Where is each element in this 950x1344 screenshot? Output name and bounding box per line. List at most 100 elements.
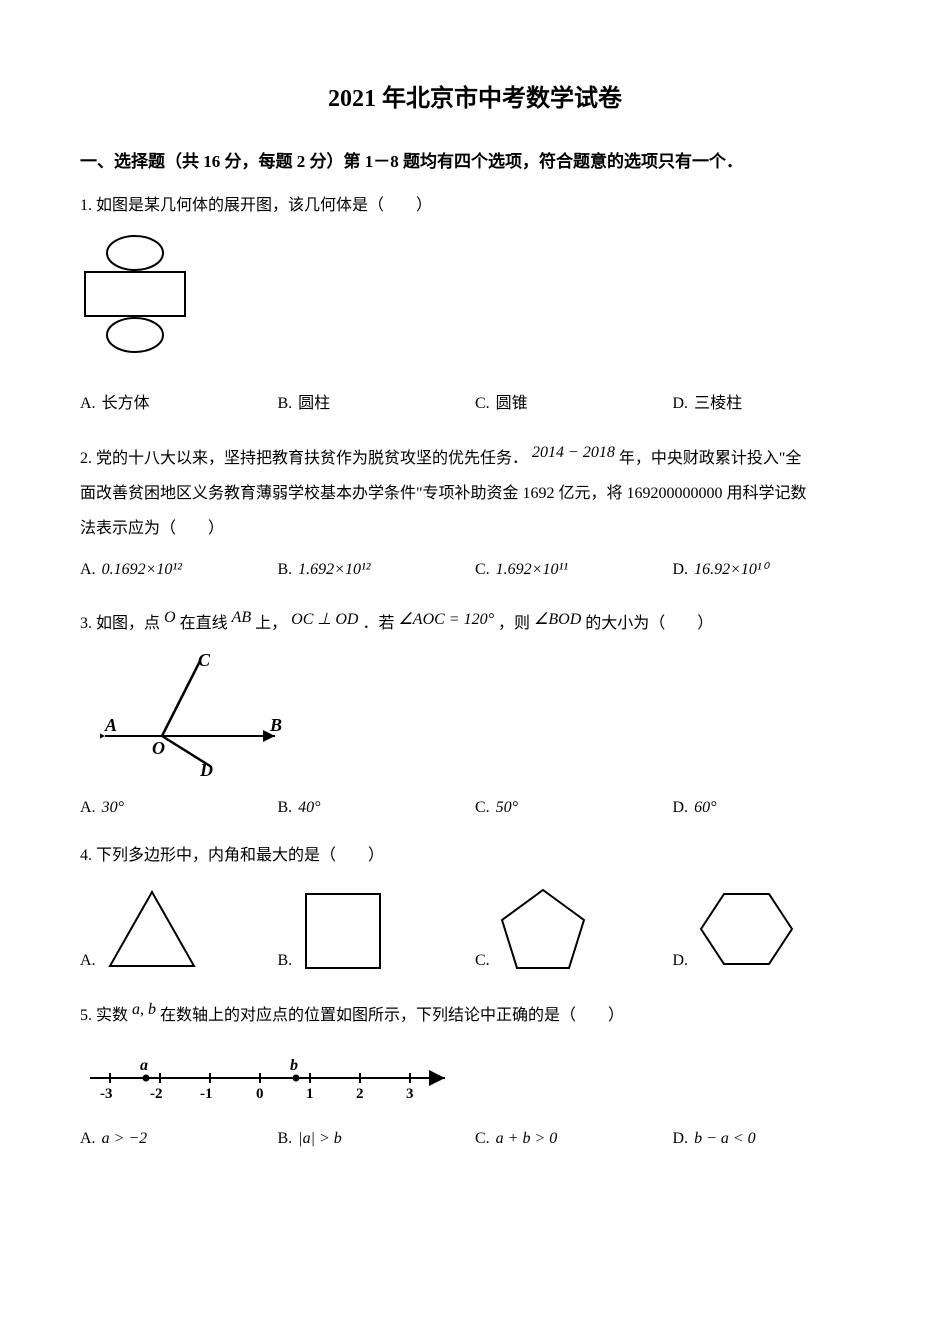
q2-p4: 法表示应为（ ） (80, 520, 224, 537)
svg-text:-1: -1 (200, 1086, 213, 1102)
q4-option-a: A. (80, 884, 278, 974)
q4-options: A. B. C. D. (80, 884, 870, 974)
q3-angle2: ∠BOD (534, 611, 581, 628)
q1-option-c: C. 圆锥 (475, 391, 673, 417)
q1-options: A. 长方体 B. 圆柱 C. 圆锥 D. 三棱柱 (80, 391, 870, 417)
q5-options: A. a > −2 B. |a| > b C. a + b > 0 D. b −… (80, 1126, 870, 1152)
q1-option-b: B. 圆柱 (278, 391, 476, 417)
option-text: 50° (496, 795, 518, 821)
section-header: 一、选择题（共 16 分，每题 2 分）第 1－8 题均有四个选项，符合题意的选… (80, 148, 870, 175)
option-text: 圆锥 (496, 391, 528, 417)
option-label: B. (278, 1126, 293, 1152)
q3-perp: OC ⊥ OD (291, 611, 358, 628)
option-label: A. (80, 1126, 96, 1152)
q5-p1: 5. 实数 (80, 1007, 128, 1024)
q3-p1: 3. 如图，点 (80, 615, 160, 632)
q2-p2: 年，中央财政累计投入"全 (619, 450, 802, 467)
option-label: A. (80, 391, 96, 417)
option-label: B. (278, 948, 293, 974)
q5-option-b: B. |a| > b (278, 1126, 476, 1152)
svg-text:2: 2 (356, 1086, 364, 1102)
option-text: a + b > 0 (496, 1126, 558, 1152)
q5-option-d: D. b − a < 0 (673, 1126, 871, 1152)
q3-option-c: C. 50° (475, 795, 673, 821)
option-label: A. (80, 795, 96, 821)
q3-p3: 上， (255, 615, 287, 632)
svg-text:0: 0 (256, 1086, 264, 1102)
square-icon (298, 884, 388, 974)
svg-text:a: a (140, 1057, 148, 1074)
q3-text: 3. 如图，点 O 在直线 AB 上， OC ⊥ OD ．若 ∠AOC = 12… (80, 600, 870, 641)
q1-option-d: D. 三棱柱 (673, 391, 871, 417)
hexagon-icon (694, 884, 799, 974)
question-2: 2. 党的十八大以来，坚持把教育扶贫作为脱贫攻坚的优先任务． 2014 − 20… (80, 435, 870, 582)
option-label: A. (80, 948, 96, 974)
q3-option-a: A. 30° (80, 795, 278, 821)
option-label: B. (278, 795, 293, 821)
q3-options: A. 30° B. 40° C. 50° D. 60° (80, 795, 870, 821)
question-1: 1. 如图是某几何体的展开图，该几何体是（ ） A. 长方体 B. 圆柱 C. … (80, 188, 870, 417)
option-label: C. (475, 557, 490, 583)
svg-text:-2: -2 (150, 1086, 163, 1102)
pentagon-icon (496, 884, 591, 974)
option-label: D. (673, 1126, 689, 1152)
q4-option-b: B. (278, 884, 476, 974)
option-label: D. (673, 795, 689, 821)
option-label: C. (475, 948, 490, 974)
q2-years: 2014 − 2018 (532, 444, 615, 461)
q2-option-a: A. 0.1692×10¹² (80, 557, 278, 583)
svg-text:B: B (269, 715, 282, 735)
q5-figure: a b -3 -2 -1 0 1 2 3 (80, 1048, 870, 1112)
option-label: A. (80, 557, 96, 583)
option-text: 16.92×10¹⁰ (694, 557, 768, 583)
svg-text:A: A (104, 715, 117, 735)
svg-text:3: 3 (406, 1086, 414, 1102)
q3-AB: AB (232, 609, 252, 626)
q2-p3: 面改善贫困地区义务教育薄弱学校基本办学条件"专项补助资金 1692 亿元，将 1… (80, 485, 807, 502)
svg-text:C: C (198, 651, 211, 670)
q2-option-b: B. 1.692×10¹² (278, 557, 476, 583)
q4-option-c: C. (475, 884, 673, 974)
option-text: 三棱柱 (694, 391, 742, 417)
q2-text: 2. 党的十八大以来，坚持把教育扶贫作为脱贫攻坚的优先任务． 2014 − 20… (80, 435, 870, 547)
option-text: |a| > b (298, 1126, 342, 1152)
option-text: a > −2 (102, 1126, 148, 1152)
q5-p2: 在数轴上的对应点的位置如图所示，下列结论中正确的是（ ） (160, 1007, 624, 1024)
q4-text: 4. 下列多边形中，内角和最大的是（ ） (80, 838, 870, 873)
question-5: 5. 实数 a, b 在数轴上的对应点的位置如图所示，下列结论中正确的是（ ） … (80, 992, 870, 1152)
q3-p4: ．若 (362, 615, 394, 632)
option-text: b − a < 0 (694, 1126, 756, 1152)
q5-ab: a, b (132, 1001, 156, 1018)
net-cylinder-icon (80, 233, 200, 363)
q1-figure (80, 233, 870, 372)
q5-option-c: C. a + b > 0 (475, 1126, 673, 1152)
option-text: 1.692×10¹¹ (496, 557, 568, 583)
q3-p6: 的大小为（ ） (585, 615, 713, 632)
option-label: D. (673, 391, 689, 417)
q3-option-b: B. 40° (278, 795, 476, 821)
q1-text: 1. 如图是某几何体的展开图，该几何体是（ ） (80, 188, 870, 223)
question-3: 3. 如图，点 O 在直线 AB 上， OC ⊥ OD ．若 ∠AOC = 12… (80, 600, 870, 820)
question-4: 4. 下列多边形中，内角和最大的是（ ） A. B. C. D. (80, 838, 870, 973)
option-text: 60° (694, 795, 716, 821)
option-label: B. (278, 557, 293, 583)
option-text: 圆柱 (298, 391, 330, 417)
option-label: C. (475, 391, 490, 417)
option-text: 30° (102, 795, 124, 821)
option-label: C. (475, 1126, 490, 1152)
angle-diagram-icon: A B O C D (100, 651, 295, 776)
q2-options: A. 0.1692×10¹² B. 1.692×10¹² C. 1.692×10… (80, 557, 870, 583)
triangle-icon (102, 884, 202, 974)
option-text: 40° (298, 795, 320, 821)
q3-figure: A B O C D (100, 651, 870, 785)
q5-text: 5. 实数 a, b 在数轴上的对应点的位置如图所示，下列结论中正确的是（ ） (80, 992, 870, 1033)
svg-text:-3: -3 (100, 1086, 113, 1102)
q4-option-d: D. (673, 884, 871, 974)
svg-text:O: O (152, 738, 165, 758)
option-label: D. (673, 948, 689, 974)
q2-p1: 2. 党的十八大以来，坚持把教育扶贫作为脱贫攻坚的优先任务． (80, 450, 528, 467)
option-text: 0.1692×10¹² (102, 557, 182, 583)
q3-p5: ，则 (498, 615, 530, 632)
svg-text:1: 1 (306, 1086, 314, 1102)
q3-option-d: D. 60° (673, 795, 871, 821)
